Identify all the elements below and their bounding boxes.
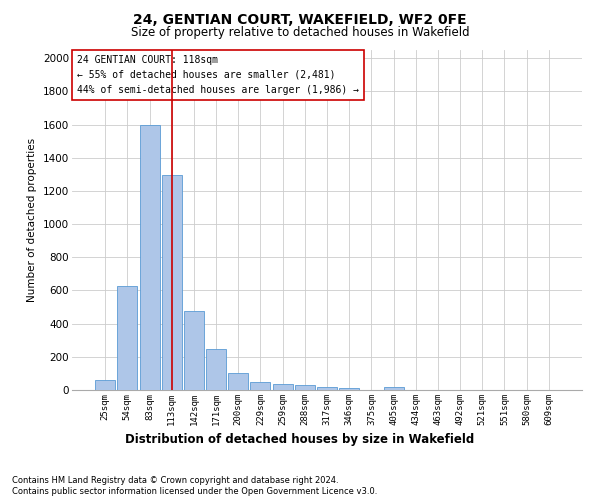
Text: Contains public sector information licensed under the Open Government Licence v3: Contains public sector information licen…: [12, 488, 377, 496]
Bar: [184, 311, 204, 390]
Bar: [383, 386, 404, 390]
Bar: [272, 384, 293, 390]
Y-axis label: Number of detached properties: Number of detached properties: [28, 138, 37, 302]
Bar: [206, 349, 226, 390]
Text: Contains HM Land Registry data © Crown copyright and database right 2024.: Contains HM Land Registry data © Crown c…: [12, 476, 338, 485]
Bar: [228, 373, 248, 390]
Bar: [162, 175, 182, 390]
Bar: [339, 388, 359, 390]
Bar: [140, 124, 160, 390]
Bar: [250, 382, 271, 390]
Text: 24, GENTIAN COURT, WAKEFIELD, WF2 0FE: 24, GENTIAN COURT, WAKEFIELD, WF2 0FE: [133, 12, 467, 26]
Text: Distribution of detached houses by size in Wakefield: Distribution of detached houses by size …: [125, 432, 475, 446]
Bar: [317, 387, 337, 390]
Text: Size of property relative to detached houses in Wakefield: Size of property relative to detached ho…: [131, 26, 469, 39]
Bar: [118, 286, 137, 390]
Bar: [295, 385, 315, 390]
Bar: [95, 380, 115, 390]
Text: 24 GENTIAN COURT: 118sqm
← 55% of detached houses are smaller (2,481)
44% of sem: 24 GENTIAN COURT: 118sqm ← 55% of detach…: [77, 55, 359, 94]
